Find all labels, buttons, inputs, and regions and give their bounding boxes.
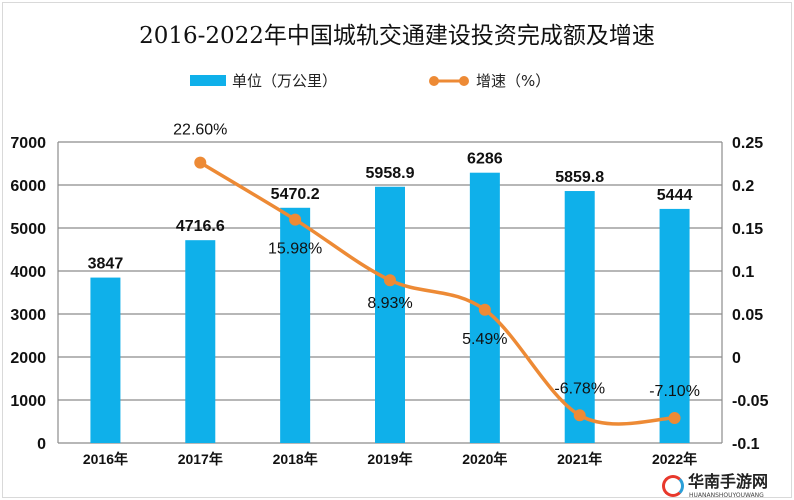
left-axis-tick: 3000 xyxy=(10,307,46,324)
left-axis-tick: 2000 xyxy=(10,350,46,367)
legend-line-swatch xyxy=(429,75,469,86)
left-axis-tick: 5000 xyxy=(10,221,46,238)
growth-point xyxy=(289,213,302,226)
watermark-logo-icon xyxy=(662,475,684,497)
x-axis-tick: 2017年 xyxy=(178,451,223,467)
bar-data-label: 4716.6 xyxy=(176,218,225,235)
watermark-text: 华南手游网 xyxy=(688,472,769,491)
left-axis-tick: 6000 xyxy=(10,178,46,195)
watermark-subtext: HUANANSHOUYOUWANG xyxy=(689,492,764,499)
bar xyxy=(564,191,595,443)
bar-data-label: 5470.2 xyxy=(271,186,320,203)
right-axis-tick: 0.05 xyxy=(732,307,763,324)
growth-point xyxy=(194,156,207,169)
left-axis-tick: 4000 xyxy=(10,264,46,281)
chart-title: 2016-2022年中国城轨交通建设投资完成额及增速 xyxy=(139,23,655,49)
bar-data-label: 5444 xyxy=(657,187,693,204)
growth-data-label: 8.93% xyxy=(367,295,412,312)
left-axis-tick: 0 xyxy=(37,436,46,453)
right-axis-tick: -0.05 xyxy=(732,393,769,410)
x-axis-tick: 2022年 xyxy=(652,451,697,467)
legend-line-label: 增速（%） xyxy=(476,72,551,90)
bar-data-label: 5958.9 xyxy=(366,165,415,182)
growth-point xyxy=(573,409,586,422)
legend-item-bar: 单位（万公里） xyxy=(190,70,337,91)
growth-line xyxy=(199,161,675,426)
growth-data-label: 15.98% xyxy=(268,241,322,258)
growth-data-label: -6.78% xyxy=(554,380,605,397)
right-axis-tick: 0.15 xyxy=(732,221,763,238)
growth-point xyxy=(478,303,491,316)
bar xyxy=(375,186,405,443)
growth-data-label: 22.60% xyxy=(173,122,227,139)
x-axis-tick: 2020年 xyxy=(462,451,507,467)
growth-data-label: 5.49% xyxy=(462,331,507,348)
bar-data-label: 3847 xyxy=(88,256,124,273)
x-axis-tick: 2021年 xyxy=(557,451,602,467)
left-axis-tick: 7000 xyxy=(10,135,46,152)
legend-bar-label: 单位（万公里） xyxy=(232,72,338,90)
growth-data-label: -7.10% xyxy=(649,383,700,400)
x-axis-tick: 2016年 xyxy=(83,451,128,467)
right-axis-tick: 0.2 xyxy=(732,178,754,195)
right-axis-tick: -0.1 xyxy=(732,436,760,453)
right-axis-tick: 0 xyxy=(732,350,741,367)
bar xyxy=(90,277,121,443)
growth-point xyxy=(384,274,396,287)
x-axis-tick: 2019年 xyxy=(367,451,412,467)
bar-data-label: 6286 xyxy=(467,151,503,168)
bar xyxy=(185,240,216,443)
left-axis-tick: 1000 xyxy=(10,393,46,410)
bar xyxy=(280,207,311,443)
right-axis-tick: 0.25 xyxy=(732,135,763,152)
watermark: 华南手游网 HUANANSHOUYOUWANG xyxy=(662,473,792,500)
bar-data-label: 5859.8 xyxy=(555,169,604,186)
legend-item-line: 增速（%） xyxy=(428,70,550,91)
right-axis-tick: 0.1 xyxy=(732,264,754,281)
bar xyxy=(659,208,690,443)
legend-bar-swatch xyxy=(190,75,226,86)
legend: 单位（万公里） 增速（%） xyxy=(0,70,794,94)
x-axis-tick: 2018年 xyxy=(273,451,318,467)
growth-point xyxy=(668,412,681,425)
